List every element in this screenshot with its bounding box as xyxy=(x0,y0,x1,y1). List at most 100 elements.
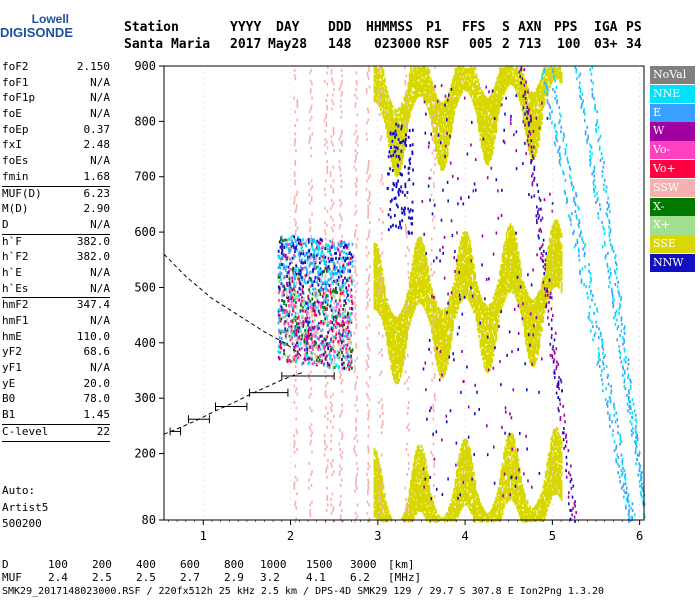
echo-point xyxy=(491,358,493,361)
echo-point xyxy=(423,245,425,248)
echo-points xyxy=(278,66,646,523)
echo-point xyxy=(376,452,378,455)
echo-point xyxy=(550,442,552,445)
echo-point xyxy=(430,283,432,286)
echo-point xyxy=(427,474,429,477)
echo-point xyxy=(514,231,516,234)
echo-point xyxy=(379,465,381,468)
echo-point xyxy=(418,445,420,448)
echo-point xyxy=(428,484,430,487)
echo-point xyxy=(477,494,479,497)
echo-point xyxy=(523,489,525,492)
echo-point xyxy=(524,493,526,496)
echo-point xyxy=(514,438,516,441)
echo-point xyxy=(561,465,563,468)
echo-point xyxy=(469,240,471,243)
echo-point xyxy=(387,298,389,301)
echo-point xyxy=(521,484,523,487)
echo-point xyxy=(430,493,432,496)
echo-point xyxy=(481,298,483,301)
echo-point xyxy=(541,327,543,330)
echo-point xyxy=(388,510,390,513)
echo-point xyxy=(428,275,430,278)
echo-point xyxy=(452,319,454,322)
echo-point xyxy=(389,309,391,312)
echo-point xyxy=(426,465,428,468)
echo-point xyxy=(472,463,474,466)
echo-point xyxy=(427,266,429,269)
echo-point xyxy=(468,236,470,239)
echo-point xyxy=(498,319,500,322)
echo-point xyxy=(493,354,495,357)
echo-point xyxy=(561,440,563,443)
echo-point xyxy=(480,295,482,298)
echo-point xyxy=(559,436,561,439)
echo-point xyxy=(381,476,383,479)
echo-point xyxy=(536,358,538,361)
echo-point xyxy=(391,517,393,520)
echo-point xyxy=(480,502,482,505)
echo-point xyxy=(512,227,514,230)
echo-point xyxy=(518,251,520,254)
echo-point xyxy=(520,476,522,479)
echo-point xyxy=(476,281,478,284)
echo-point xyxy=(422,449,424,452)
echo-point xyxy=(466,232,468,235)
echo-point xyxy=(426,258,428,261)
echo-point xyxy=(398,379,400,382)
echo-point xyxy=(474,272,476,275)
echo-point xyxy=(442,309,444,312)
echo-point xyxy=(455,316,457,319)
echo-point xyxy=(423,453,425,456)
echo-point xyxy=(381,273,383,276)
echo-point xyxy=(527,292,529,295)
echo-point xyxy=(518,463,520,466)
echo-point xyxy=(381,268,383,271)
echo-point xyxy=(529,506,531,509)
echo-point xyxy=(466,440,468,443)
echo-point xyxy=(515,447,517,450)
echo-point xyxy=(470,455,472,458)
echo-point xyxy=(523,281,525,284)
echo-point xyxy=(473,471,475,474)
echo-point xyxy=(419,294,421,297)
echo-point xyxy=(515,238,517,241)
echo-point xyxy=(377,458,379,461)
echo-point xyxy=(432,501,434,504)
echo-point xyxy=(557,428,559,431)
echo-point xyxy=(482,507,484,510)
echo-point xyxy=(477,286,479,289)
echo-point xyxy=(421,445,423,448)
echo-point xyxy=(542,315,544,318)
echo-point xyxy=(540,333,542,336)
echo-point xyxy=(518,459,520,462)
echo-point xyxy=(527,500,529,503)
echo-point xyxy=(384,493,386,496)
echo-point xyxy=(470,248,472,251)
echo-point xyxy=(561,452,563,455)
echo-point xyxy=(504,297,506,300)
echo-point xyxy=(421,237,423,240)
echo-point xyxy=(384,285,386,288)
echo-point xyxy=(473,264,475,267)
echo-point xyxy=(456,311,458,314)
echo-point xyxy=(380,265,382,268)
echo-point xyxy=(498,315,500,318)
echo-point xyxy=(561,471,563,474)
echo-point xyxy=(516,243,518,246)
echo-point xyxy=(549,501,551,504)
echo-point xyxy=(478,291,480,294)
echo-point xyxy=(476,491,478,494)
echo-point xyxy=(380,260,382,263)
echo-point xyxy=(435,509,437,512)
echo-point xyxy=(425,458,427,461)
echo-point xyxy=(502,463,504,466)
echo-point xyxy=(434,505,436,508)
echo-point xyxy=(478,335,480,338)
echo-point xyxy=(426,470,428,473)
echo-point xyxy=(542,496,544,499)
echo-point xyxy=(524,286,526,289)
echo-point xyxy=(478,498,480,501)
echo-point xyxy=(520,268,522,271)
